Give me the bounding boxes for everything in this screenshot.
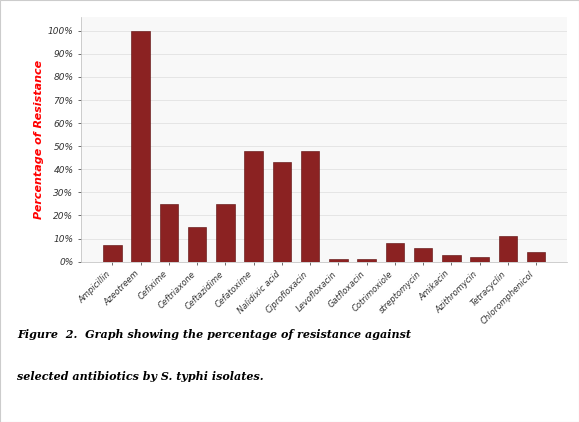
Bar — [244, 151, 263, 262]
Bar — [499, 236, 517, 262]
Bar — [527, 252, 545, 262]
Bar — [131, 31, 150, 262]
Bar — [329, 260, 347, 262]
Y-axis label: Percentage of Resistance: Percentage of Resistance — [34, 60, 43, 219]
Bar — [357, 260, 376, 262]
Bar — [471, 257, 489, 262]
Bar — [301, 151, 319, 262]
Bar — [273, 162, 291, 262]
Bar — [188, 227, 206, 262]
Text: selected antibiotics by S. typhi isolates.: selected antibiotics by S. typhi isolate… — [17, 371, 264, 382]
Text: Figure  2.  Graph showing the percentage of resistance against: Figure 2. Graph showing the percentage o… — [17, 329, 411, 340]
Bar — [414, 248, 433, 262]
Bar — [216, 204, 234, 262]
Bar — [442, 255, 460, 262]
Bar — [160, 204, 178, 262]
Bar — [386, 243, 404, 262]
Bar — [103, 246, 122, 262]
